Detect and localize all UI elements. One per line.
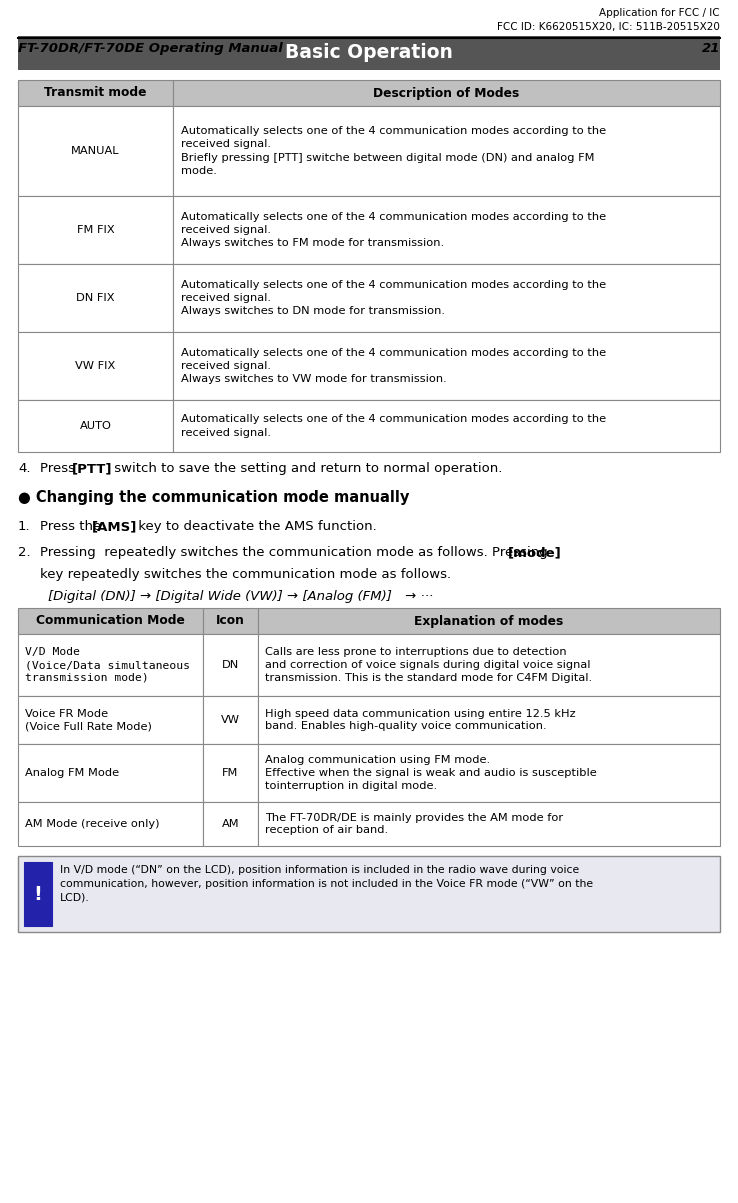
Bar: [203, 743, 258, 802]
Bar: [258, 743, 720, 802]
Text: Press: Press: [40, 462, 79, 475]
Text: The FT-70DR/DE is mainly provides the AM mode for
reception of air band.: The FT-70DR/DE is mainly provides the AM…: [265, 812, 563, 835]
Text: Icon: Icon: [216, 615, 245, 628]
Text: DN: DN: [222, 660, 239, 670]
Bar: [24, 863, 52, 926]
Bar: [173, 263, 720, 332]
Text: Description of Modes: Description of Modes: [373, 87, 520, 100]
Text: Application for FCC / IC: Application for FCC / IC: [599, 8, 720, 18]
Bar: [203, 608, 258, 634]
Bar: [18, 106, 173, 196]
Text: Communication Mode: Communication Mode: [36, 615, 185, 628]
Text: Transmit mode: Transmit mode: [44, 87, 147, 100]
Bar: [18, 263, 173, 332]
Text: VW: VW: [221, 715, 240, 725]
Text: 1.: 1.: [18, 520, 30, 533]
Bar: [258, 802, 720, 846]
Text: 4.: 4.: [18, 462, 30, 475]
Text: [AMS]: [AMS]: [92, 520, 137, 533]
Text: High speed data communication using entire 12.5 kHz
band. Enables high-quality v: High speed data communication using enti…: [265, 709, 576, 731]
Text: Basic Operation: Basic Operation: [285, 43, 453, 63]
Bar: [18, 401, 173, 452]
Bar: [173, 332, 720, 401]
Bar: [203, 802, 258, 846]
Bar: [18, 697, 203, 743]
Text: Calls are less prone to interruptions due to detection
and correction of voice s: Calls are less prone to interruptions du…: [265, 647, 592, 683]
Text: !: !: [33, 884, 43, 903]
Bar: [18, 608, 203, 634]
Text: FCC ID: K6620515X20, IC: 511B-20515X20: FCC ID: K6620515X20, IC: 511B-20515X20: [497, 22, 720, 32]
Text: Analog communication using FM mode.
Effective when the signal is weak and audio : Analog communication using FM mode. Effe…: [265, 755, 597, 790]
Bar: [258, 608, 720, 634]
Text: [PTT]: [PTT]: [72, 462, 112, 475]
Bar: [18, 81, 173, 106]
Text: DN FIX: DN FIX: [76, 294, 114, 303]
Text: ● Changing the communication mode manually: ● Changing the communication mode manual…: [18, 490, 410, 505]
Bar: [18, 802, 203, 846]
Bar: [173, 81, 720, 106]
Bar: [18, 36, 720, 70]
Text: Automatically selects one of the 4 communication modes according to the
received: Automatically selects one of the 4 commu…: [181, 212, 606, 248]
Text: [Digital (DN)] → [Digital Wide (VW)] → [Analog (FM)] → ···: [Digital (DN)] → [Digital Wide (VW)] → […: [48, 589, 433, 603]
Text: AUTO: AUTO: [80, 421, 111, 431]
Bar: [173, 401, 720, 452]
Text: FT-70DR/FT-70DE Operating Manual: FT-70DR/FT-70DE Operating Manual: [18, 42, 283, 55]
Text: Automatically selects one of the 4 communication modes according to the
received: Automatically selects one of the 4 commu…: [181, 414, 606, 438]
Text: switch to save the setting and return to normal operation.: switch to save the setting and return to…: [110, 462, 503, 475]
Text: AM Mode (receive only): AM Mode (receive only): [25, 819, 159, 829]
Text: 2.: 2.: [18, 546, 30, 559]
Text: Analog FM Mode: Analog FM Mode: [25, 768, 119, 778]
Text: Automatically selects one of the 4 communication modes according to the
received: Automatically selects one of the 4 commu…: [181, 280, 606, 316]
Text: FM: FM: [222, 768, 238, 778]
Text: Voice FR Mode
(Voice Full Rate Mode): Voice FR Mode (Voice Full Rate Mode): [25, 709, 152, 731]
Text: Automatically selects one of the 4 communication modes according to the
received: Automatically selects one of the 4 commu…: [181, 126, 606, 176]
Bar: [18, 857, 720, 932]
Text: MANUAL: MANUAL: [72, 146, 120, 156]
Text: [mode]: [mode]: [508, 546, 562, 559]
Text: Pressing  repeatedly switches the communication mode as follows. Pressing: Pressing repeatedly switches the communi…: [40, 546, 552, 559]
Bar: [173, 196, 720, 263]
Bar: [18, 743, 203, 802]
Text: key repeatedly switches the communication mode as follows.: key repeatedly switches the communicatio…: [40, 568, 451, 581]
Text: Automatically selects one of the 4 communication modes according to the
received: Automatically selects one of the 4 commu…: [181, 348, 606, 384]
Bar: [258, 634, 720, 697]
Text: VW FIX: VW FIX: [75, 361, 116, 371]
Bar: [258, 697, 720, 743]
Text: key to deactivate the AMS function.: key to deactivate the AMS function.: [134, 520, 377, 533]
Bar: [203, 697, 258, 743]
Text: FM FIX: FM FIX: [77, 225, 114, 235]
Text: V/D Mode
(Voice/Data simultaneous
transmission mode): V/D Mode (Voice/Data simultaneous transm…: [25, 647, 190, 683]
Bar: [18, 634, 203, 697]
Bar: [18, 196, 173, 263]
Text: AM: AM: [221, 819, 239, 829]
Text: Explanation of modes: Explanation of modes: [414, 615, 564, 628]
Bar: [18, 332, 173, 401]
Text: 21: 21: [702, 42, 720, 55]
Bar: [173, 106, 720, 196]
Text: Press the: Press the: [40, 520, 106, 533]
Text: In V/D mode (“DN” on the LCD), position information is included in the radio wav: In V/D mode (“DN” on the LCD), position …: [60, 865, 593, 902]
Bar: [203, 634, 258, 697]
